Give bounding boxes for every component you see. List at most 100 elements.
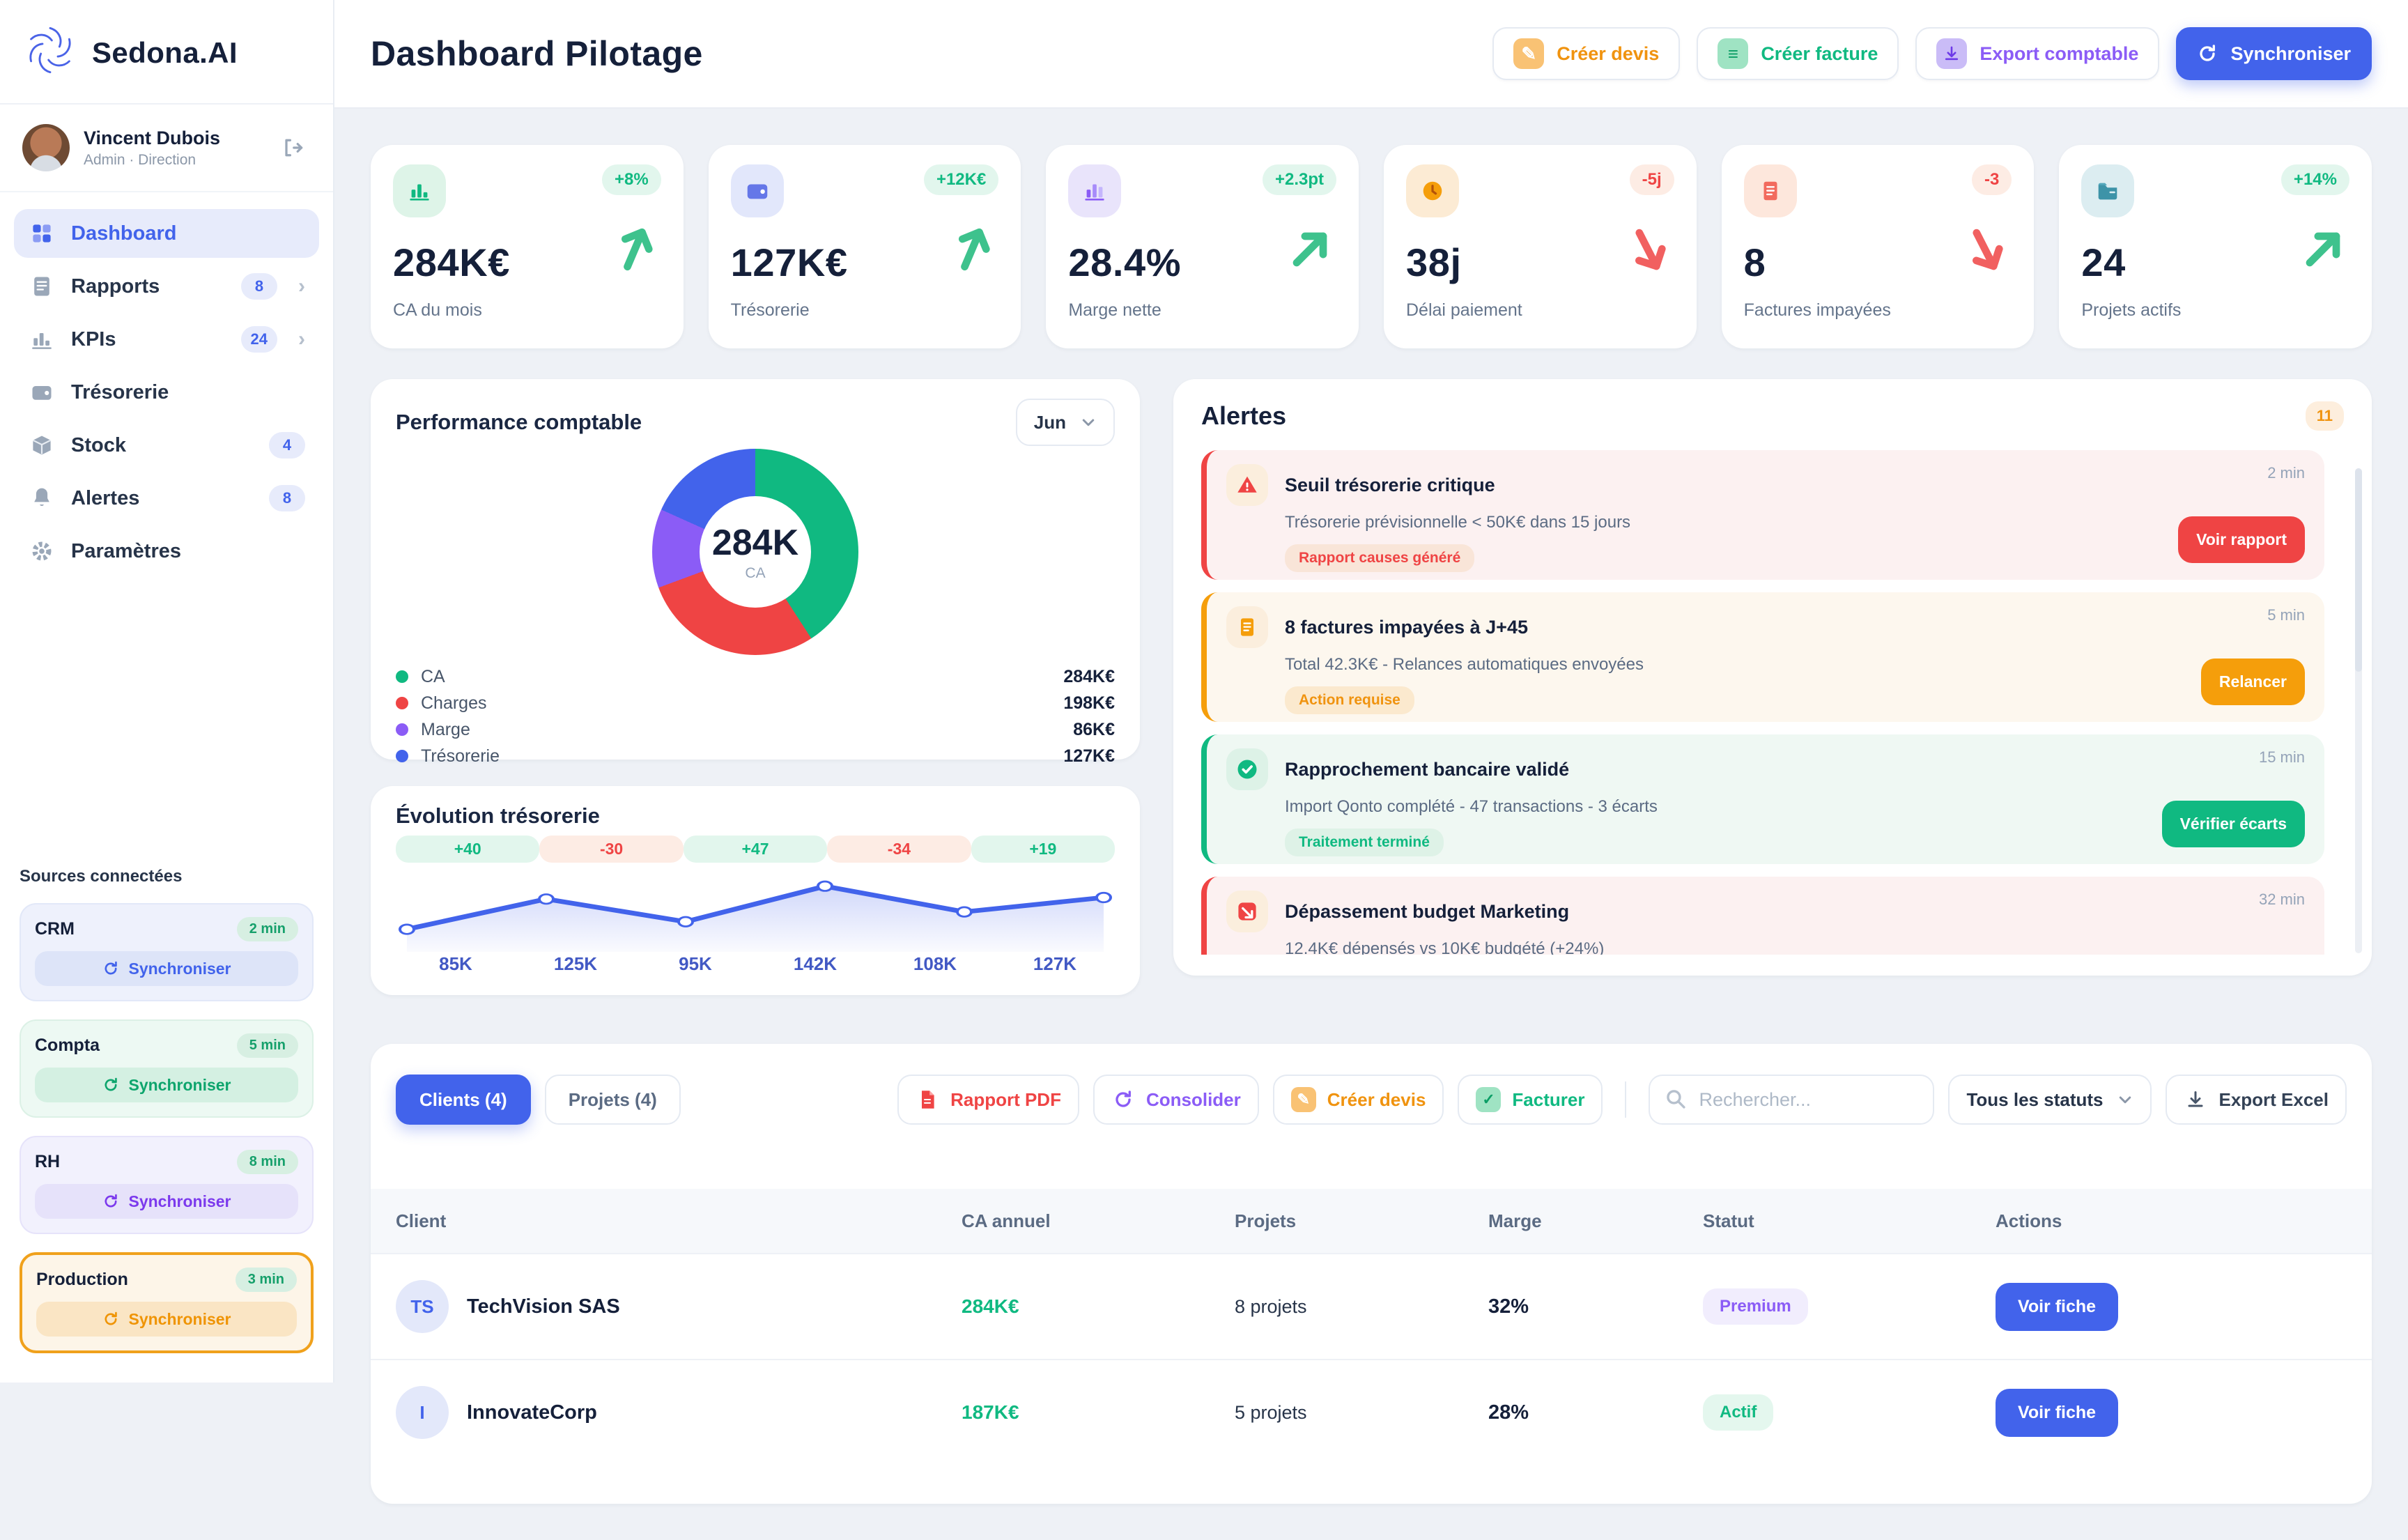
alert-item-rapprochement-bancaire: 15 min Rapprochement bancaire validé Imp…	[1201, 734, 2324, 864]
donut-center-label: CA	[745, 565, 766, 581]
x-axis-label: 95K	[679, 953, 712, 974]
trend-up-arrow-icon	[2297, 223, 2349, 276]
scrollbar[interactable]	[2355, 468, 2362, 953]
x-axis-label: 125K	[553, 953, 598, 974]
column-header: Statut	[1703, 1210, 1754, 1231]
table-row-innovatecorp: I InnovateCorp 187K€ 5 projets 28% Actif…	[371, 1359, 2372, 1465]
period-select[interactable]: Jun	[1015, 399, 1115, 446]
invoice-button[interactable]: ✓ Facturer	[1458, 1075, 1603, 1125]
sidebar-item-kpis[interactable]: KPIs 24 ›	[14, 315, 319, 364]
clients-toolbar: Clients (4) Projets (4) Rapport PDF Cons…	[371, 1044, 2372, 1125]
tab-projets[interactable]: Projets (4)	[544, 1075, 681, 1125]
trend-badge: +2.3pt	[1262, 164, 1336, 195]
alert-item-factures-impayees: 5 min 8 factures impayées à J+45 Total 4…	[1201, 592, 2324, 722]
view-client-button[interactable]: Voir fiche	[1996, 1282, 2119, 1331]
sidebar-item-dashboard[interactable]: Dashboard	[14, 209, 319, 258]
sync-time-badge: 3 min	[235, 1268, 297, 1292]
user-name: Vincent Dubois	[84, 127, 221, 148]
invoice-lines-icon: ≡	[1718, 38, 1749, 69]
source-name: Compta	[35, 1035, 100, 1055]
spiral-logo-icon	[22, 22, 78, 84]
kpi-label: CA du mois	[393, 300, 482, 320]
table-row-techvision: TS TechVision SAS 284K€ 8 projets 32% Pr…	[371, 1253, 2372, 1359]
sidebar-item-tresorerie[interactable]: Trésorerie	[14, 368, 319, 417]
check-icon: ✓	[1476, 1087, 1502, 1112]
delta-badge: -34	[827, 836, 971, 863]
sync-source-button[interactable]: Synchroniser	[36, 1302, 297, 1337]
consolidate-button[interactable]: Consolider	[1093, 1075, 1259, 1125]
sync-time-badge: 8 min	[236, 1150, 298, 1174]
clients-section: Clients (4) Projets (4) Rapport PDF Cons…	[371, 1044, 2372, 1504]
legend-dot	[396, 750, 408, 762]
user-role: Admin · Direction	[84, 151, 196, 168]
logout-icon[interactable]	[280, 132, 311, 163]
sidebar-item-stock[interactable]: Stock 4	[14, 421, 319, 470]
kpi-card-delai-paiement: -5j 38j Délai paiement	[1383, 145, 1697, 348]
user-profile: Vincent Dubois Admin · Direction	[0, 105, 333, 192]
create-quote-button[interactable]: ✎ Créer devis	[1492, 27, 1681, 80]
kpi-card-marge-nette: +2.3pt 28.4% Marge nette	[1046, 145, 1359, 348]
scrollbar-thumb[interactable]	[2355, 468, 2362, 672]
download-icon	[2184, 1088, 2207, 1111]
sync-icon	[105, 1194, 117, 1208]
source-name: CRM	[35, 919, 75, 939]
bar-chart-icon	[28, 325, 56, 353]
divider	[1625, 1081, 1627, 1118]
clock-icon	[1405, 164, 1459, 217]
tab-clients[interactable]: Clients (4)	[396, 1075, 531, 1125]
count-badge: 4	[269, 432, 305, 459]
sync-source-button[interactable]: Synchroniser	[35, 951, 298, 986]
pdf-report-button[interactable]: Rapport PDF	[897, 1075, 1079, 1125]
dashboard-content: +8% 284K€ CA du mois +12K€ 127K€ Trésore…	[334, 109, 2408, 1540]
client-avatar: TS	[396, 1280, 449, 1333]
trend-badge: +8%	[601, 164, 661, 195]
projects-count: 5 projets	[1235, 1401, 1307, 1423]
legend-item: CA 284K€	[396, 663, 1115, 690]
sidebar-item-parametres[interactable]: Paramètres	[14, 527, 319, 576]
sync-source-button[interactable]: Synchroniser	[35, 1184, 298, 1219]
alert-time: 5 min	[2267, 606, 2305, 624]
synchronize-button[interactable]: Synchroniser	[2176, 27, 2372, 80]
donut-chart: 284K CA	[652, 449, 858, 655]
sync-icon	[105, 961, 117, 975]
app-root: Sedona.AI Vincent Dubois Admin · Directi…	[0, 0, 2408, 1504]
gear-icon	[28, 537, 56, 565]
page-title: Dashboard Pilotage	[371, 34, 703, 73]
bar-chart-icon	[393, 164, 446, 217]
quote-pencil-icon: ✎	[1290, 1087, 1316, 1112]
treasury-evolution-panel: Évolution trésorerie +40 -30 +47 -34 +19	[371, 786, 1140, 995]
sync-icon	[105, 1311, 117, 1325]
view-client-button[interactable]: Voir fiche	[1996, 1388, 2119, 1437]
legend-dot	[396, 670, 408, 683]
panel-title: Performance comptable	[396, 410, 642, 434]
wallet-icon	[28, 378, 56, 406]
create-quote-button[interactable]: ✎ Créer devis	[1272, 1075, 1444, 1125]
export-accounting-button[interactable]: Export comptable	[1915, 27, 2160, 80]
sync-source-button[interactable]: Synchroniser	[35, 1068, 298, 1102]
delta-badge: +19	[971, 836, 1116, 863]
sidebar-item-alertes[interactable]: Alertes 8	[14, 474, 319, 523]
relaunch-button[interactable]: Relancer	[2200, 659, 2305, 705]
status-badge: Premium	[1703, 1288, 1808, 1325]
search-box	[1649, 1075, 1935, 1125]
verify-gaps-button[interactable]: Vérifier écarts	[2161, 801, 2305, 847]
projects-count: 8 projets	[1235, 1295, 1307, 1317]
sidebar-item-rapports[interactable]: Rapports 8 ›	[14, 262, 319, 311]
export-excel-button[interactable]: Export Excel	[2166, 1075, 2347, 1125]
create-invoice-button[interactable]: ≡ Créer facture	[1697, 27, 1899, 80]
source-card-production: Production 3 min Synchroniser	[20, 1252, 314, 1353]
kpi-card-ca-du-mois: +8% 284K€ CA du mois	[371, 145, 684, 348]
chevron-right-icon: ›	[298, 328, 305, 351]
status-filter-select[interactable]: Tous les statuts	[1948, 1075, 2152, 1125]
connected-sources: Sources connectées CRM 2 min Synchroniser…	[0, 867, 333, 1383]
x-axis-label: 108K	[913, 953, 957, 974]
report-icon	[28, 272, 56, 300]
search-input[interactable]	[1649, 1075, 1935, 1125]
trend-badge: +14%	[2280, 164, 2349, 195]
x-axis-labels: 85K 125K 95K 142K 108K 127K	[396, 953, 1115, 975]
column-header: CA annuel	[962, 1210, 1051, 1231]
legend-dot	[396, 723, 408, 736]
view-report-button[interactable]: Voir rapport	[2178, 516, 2305, 563]
trend-up-arrow-icon	[600, 215, 669, 284]
sync-icon	[2200, 45, 2216, 61]
